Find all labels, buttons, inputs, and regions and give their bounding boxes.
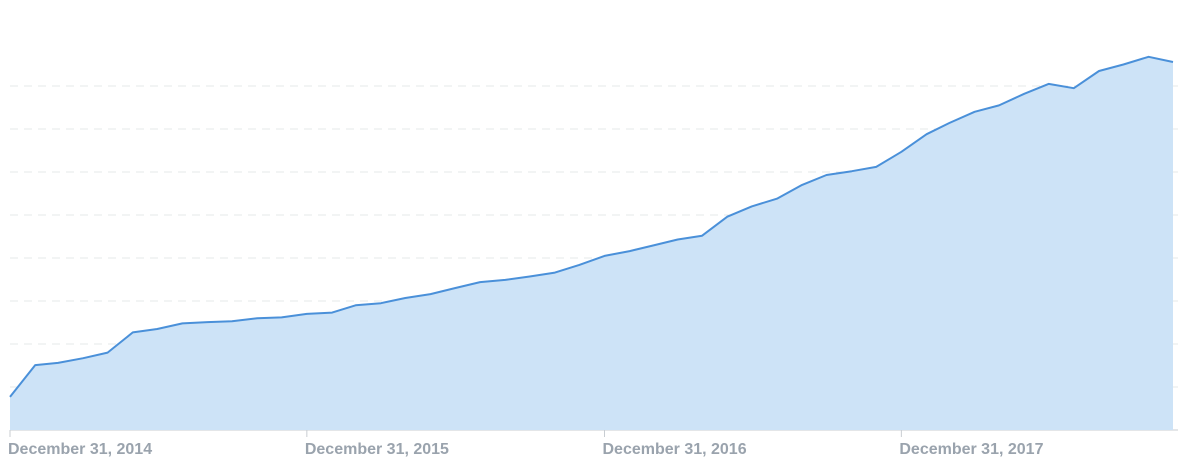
- x-tick-label: December 31, 2016: [603, 441, 747, 458]
- area-line: [9, 55, 1174, 398]
- x-tick-label: December 31, 2014: [8, 441, 152, 458]
- x-tick-label: December 31, 2017: [899, 441, 1043, 458]
- area-fill: [10, 56, 1173, 431]
- x-tick-label: December 31, 2015: [305, 441, 449, 458]
